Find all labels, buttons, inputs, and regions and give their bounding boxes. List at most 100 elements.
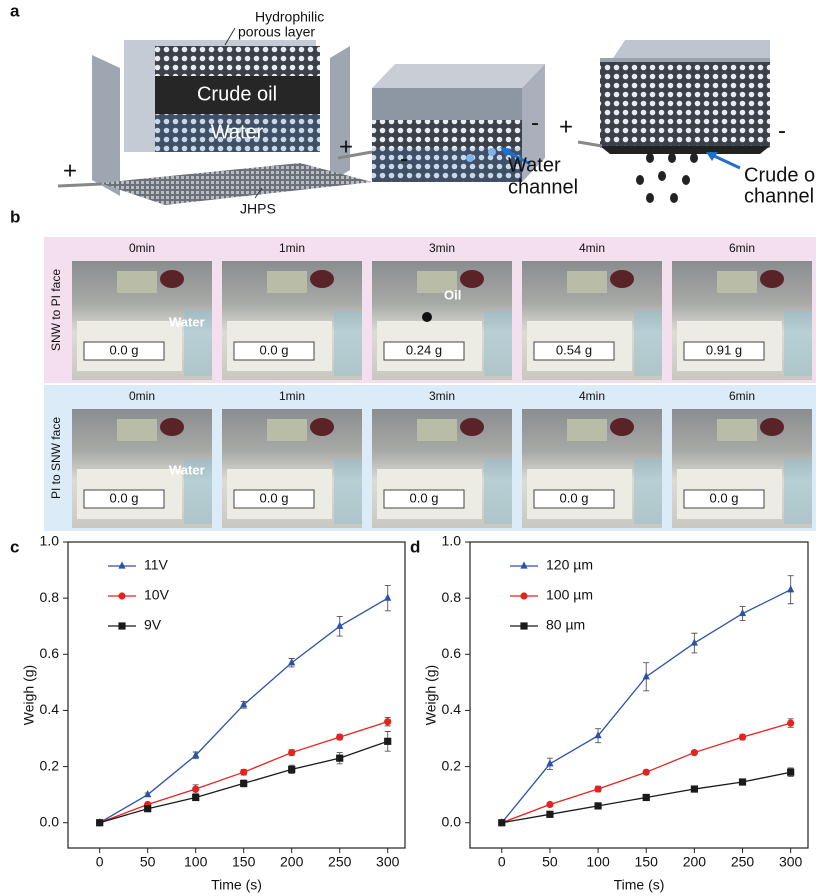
drop: [670, 193, 678, 203]
figure: abcdHydrophilicporous layerCrude oilWate…: [0, 0, 816, 896]
marker: [546, 801, 553, 808]
x-tick-label: 150: [635, 854, 659, 870]
time-label: 0min: [129, 389, 155, 403]
time-label: 6min: [729, 389, 755, 403]
y-tick-label: 1.0: [40, 533, 60, 549]
marker: [144, 790, 151, 797]
drop: [636, 175, 644, 185]
panel-label: c: [10, 537, 19, 556]
photo-annotation: Water: [169, 314, 205, 329]
beaker: [484, 459, 512, 524]
panel-label: a: [10, 1, 20, 20]
electrode: [310, 270, 334, 288]
x-tick-label: 50: [542, 854, 558, 870]
drop: [658, 171, 666, 181]
drop: [668, 153, 676, 163]
y-tick-label: 0.8: [40, 589, 60, 605]
y-axis-label: Weigh (g): [423, 665, 439, 725]
x-tick-label: 50: [140, 854, 156, 870]
oil-drops: [636, 153, 698, 203]
marker: [240, 780, 247, 787]
photo-annotation: Oil: [444, 287, 461, 302]
marker: [384, 594, 391, 601]
electrode: [460, 270, 484, 288]
legend-label: 11V: [144, 557, 169, 573]
marker: [787, 769, 794, 776]
electrode: [760, 418, 784, 436]
marker: [520, 592, 527, 599]
y-tick-label: 0.0: [442, 813, 462, 829]
x-axis-label: Time (s): [614, 877, 665, 893]
x-tick-label: 100: [184, 854, 208, 870]
marker: [643, 769, 650, 776]
marker: [96, 819, 103, 826]
marker: [192, 794, 199, 801]
weight-label: 0.0 g: [110, 490, 139, 505]
beaker: [334, 459, 362, 524]
weight-label: 0.91 g: [706, 342, 742, 357]
beaker: [484, 311, 512, 376]
diagram-a: [58, 28, 402, 205]
beaker: [784, 311, 812, 376]
device: [717, 271, 757, 293]
marker: [118, 561, 125, 568]
marker: [118, 622, 125, 629]
y-tick-label: 0.2: [442, 757, 462, 773]
weight-label: 0.0 g: [710, 490, 739, 505]
weight-label: 0.0 g: [560, 490, 589, 505]
electrode-sign: -: [531, 109, 539, 136]
marker: [118, 592, 125, 599]
x-tick-label: 0: [96, 854, 104, 870]
marker: [739, 734, 746, 741]
weight-label: 0.0 g: [260, 490, 289, 505]
diagram-a3: [578, 40, 770, 203]
series-line: [100, 598, 388, 823]
row-label: PI to SNW face: [49, 417, 63, 499]
marker: [520, 561, 527, 568]
y-tick-label: 0.0: [40, 813, 60, 829]
marker: [498, 819, 505, 826]
legend-label: 80 µm: [546, 617, 585, 633]
marker: [336, 734, 343, 741]
box-bottom: [600, 146, 770, 154]
device: [117, 271, 157, 293]
plot-frame: [68, 542, 405, 848]
y-tick-label: 0.8: [442, 589, 462, 605]
drop: [646, 153, 654, 163]
panel-label: d: [410, 537, 420, 556]
photo-annotation: Water: [169, 462, 205, 477]
droplet: [488, 148, 496, 156]
box-front: [372, 148, 522, 182]
time-label: 6min: [729, 241, 755, 255]
device: [267, 419, 307, 441]
legend-label: 100 µm: [546, 587, 593, 603]
time-label: 1min: [279, 389, 305, 403]
arrow: [712, 155, 740, 168]
legend-label: 9V: [144, 617, 162, 633]
time-label: 3min: [429, 241, 455, 255]
x-tick-label: 100: [586, 854, 610, 870]
layer-label: Water: [211, 121, 264, 143]
time-label: 3min: [429, 389, 455, 403]
device: [567, 419, 607, 441]
annotation: porous layer: [238, 24, 315, 40]
electrode-sign: +: [339, 133, 353, 160]
marker: [144, 805, 151, 812]
side-panel: [92, 55, 120, 196]
weight-label: 0.24 g: [406, 342, 442, 357]
porous-layer: [155, 46, 320, 76]
box-top: [372, 64, 545, 88]
weight-label: 0.54 g: [556, 342, 592, 357]
time-label: 4min: [579, 389, 605, 403]
weight-label: 0.0 g: [110, 342, 139, 357]
marker: [288, 766, 295, 773]
electrode-sign: -: [778, 117, 786, 144]
device: [417, 419, 457, 441]
marker: [520, 622, 527, 629]
drop: [682, 175, 690, 185]
y-tick-label: 0.4: [442, 701, 462, 717]
electrode-sign: +: [559, 113, 573, 140]
wire: [578, 142, 602, 146]
marker: [787, 585, 794, 592]
electrode: [160, 270, 184, 288]
